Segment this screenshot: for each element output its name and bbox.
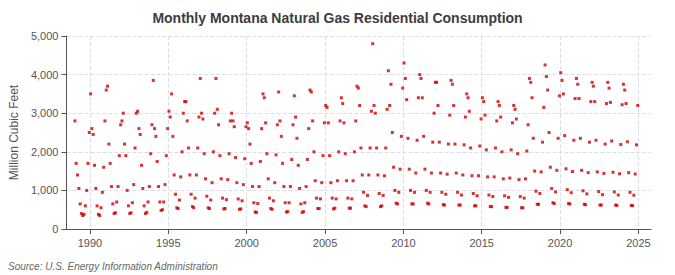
svg-text:2010: 2010 — [391, 237, 415, 249]
svg-text:1990: 1990 — [78, 237, 102, 249]
svg-text:5,000: 5,000 — [31, 30, 59, 42]
svg-text:Source: U.S. Energy Informatio: Source: U.S. Energy Information Administ… — [8, 261, 218, 272]
svg-text:4,000: 4,000 — [31, 69, 59, 81]
svg-text:1,000: 1,000 — [31, 184, 59, 196]
svg-text:1995: 1995 — [156, 237, 180, 249]
svg-text:2,000: 2,000 — [31, 146, 59, 158]
svg-text:2025: 2025 — [626, 237, 650, 249]
svg-text:2020: 2020 — [548, 237, 572, 249]
svg-text:3,000: 3,000 — [31, 107, 59, 119]
svg-text:Million Cubic Feet: Million Cubic Feet — [7, 84, 21, 180]
svg-text:2000: 2000 — [234, 237, 258, 249]
svg-text:2015: 2015 — [469, 237, 493, 249]
svg-text:2005: 2005 — [313, 237, 337, 249]
svg-text:0: 0 — [52, 223, 58, 235]
svg-text:Monthly Montana Natural Gas Re: Monthly Montana Natural Gas Residential … — [152, 10, 522, 26]
